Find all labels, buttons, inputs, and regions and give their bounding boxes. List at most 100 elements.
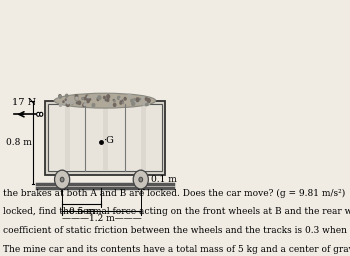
Text: —0.5 m—: —0.5 m— xyxy=(60,207,104,216)
Circle shape xyxy=(96,95,97,97)
Circle shape xyxy=(140,100,141,101)
Circle shape xyxy=(136,102,138,104)
Circle shape xyxy=(134,99,135,100)
Circle shape xyxy=(65,94,68,97)
Circle shape xyxy=(60,104,62,106)
Circle shape xyxy=(63,101,64,102)
Circle shape xyxy=(66,101,68,103)
Circle shape xyxy=(86,97,89,101)
Circle shape xyxy=(132,102,135,105)
Bar xyxy=(48,104,162,171)
Circle shape xyxy=(136,100,138,101)
Circle shape xyxy=(147,99,150,102)
Circle shape xyxy=(58,98,60,100)
Circle shape xyxy=(122,102,124,103)
Circle shape xyxy=(107,99,109,101)
Circle shape xyxy=(76,95,78,97)
Text: 17 N: 17 N xyxy=(12,98,36,107)
Circle shape xyxy=(120,102,121,104)
Text: 0.1 m: 0.1 m xyxy=(151,175,177,184)
Bar xyxy=(45,101,165,175)
Circle shape xyxy=(37,112,40,116)
Bar xyxy=(65,106,70,170)
Text: the brakes at both A and B are locked. Does the car move? (g = 9.81 m/s²): the brakes at both A and B are locked. D… xyxy=(4,189,346,198)
Circle shape xyxy=(131,98,134,102)
Circle shape xyxy=(145,98,147,100)
Text: coefficient of static friction between the wheels and the tracks is 0.3 when the: coefficient of static friction between t… xyxy=(4,226,350,235)
Circle shape xyxy=(82,98,83,100)
Circle shape xyxy=(113,100,114,101)
Circle shape xyxy=(71,101,73,104)
Circle shape xyxy=(97,99,99,101)
Circle shape xyxy=(133,101,135,104)
Circle shape xyxy=(143,102,145,104)
Circle shape xyxy=(90,99,91,100)
Circle shape xyxy=(120,100,123,103)
Circle shape xyxy=(137,100,140,103)
Circle shape xyxy=(139,177,143,182)
Circle shape xyxy=(148,100,150,102)
Circle shape xyxy=(40,112,43,116)
Circle shape xyxy=(92,98,93,99)
Circle shape xyxy=(74,101,76,104)
Circle shape xyxy=(92,103,95,107)
Circle shape xyxy=(109,103,111,106)
Circle shape xyxy=(113,103,116,106)
Text: A: A xyxy=(137,183,144,191)
Circle shape xyxy=(107,95,110,98)
Circle shape xyxy=(55,170,70,189)
Circle shape xyxy=(128,94,131,98)
Circle shape xyxy=(114,100,115,102)
Circle shape xyxy=(147,103,148,105)
Circle shape xyxy=(146,101,149,105)
Circle shape xyxy=(75,97,77,99)
Circle shape xyxy=(76,102,78,104)
Circle shape xyxy=(120,98,121,100)
Circle shape xyxy=(86,99,90,103)
Circle shape xyxy=(75,95,77,98)
Text: ·G: ·G xyxy=(103,136,114,145)
Circle shape xyxy=(71,98,73,100)
Circle shape xyxy=(98,96,101,100)
Circle shape xyxy=(139,98,140,100)
Ellipse shape xyxy=(54,93,156,108)
Circle shape xyxy=(65,99,66,100)
Text: The mine car and its contents have a total mass of 5 kg and a center of gravity : The mine car and its contents have a tot… xyxy=(4,244,350,254)
Circle shape xyxy=(131,99,133,102)
Circle shape xyxy=(59,95,61,97)
Circle shape xyxy=(88,96,89,98)
Circle shape xyxy=(75,97,78,100)
Circle shape xyxy=(105,99,107,101)
Circle shape xyxy=(83,97,84,99)
Circle shape xyxy=(83,103,85,105)
Circle shape xyxy=(124,98,126,100)
Circle shape xyxy=(116,98,117,99)
Circle shape xyxy=(136,98,139,102)
Text: locked, find the normal force acting on the front wheels at B and the rear wheel: locked, find the normal force acting on … xyxy=(4,207,350,216)
Circle shape xyxy=(66,100,70,104)
Circle shape xyxy=(59,95,61,98)
Circle shape xyxy=(97,97,99,99)
Circle shape xyxy=(84,98,86,100)
Circle shape xyxy=(78,101,81,104)
Circle shape xyxy=(141,97,144,100)
Circle shape xyxy=(66,103,69,106)
Circle shape xyxy=(63,101,66,105)
Circle shape xyxy=(134,101,137,104)
Circle shape xyxy=(144,102,146,105)
Circle shape xyxy=(104,97,105,99)
Circle shape xyxy=(146,104,147,106)
Bar xyxy=(141,106,146,170)
Circle shape xyxy=(66,98,67,99)
Text: B: B xyxy=(58,183,66,191)
Circle shape xyxy=(76,97,78,100)
Circle shape xyxy=(86,95,88,98)
Circle shape xyxy=(84,104,85,105)
Circle shape xyxy=(85,101,86,102)
Circle shape xyxy=(133,170,148,189)
Circle shape xyxy=(60,177,64,182)
Text: 0.8 m: 0.8 m xyxy=(6,138,32,147)
Circle shape xyxy=(143,103,145,105)
Circle shape xyxy=(104,100,105,102)
Circle shape xyxy=(118,96,120,100)
